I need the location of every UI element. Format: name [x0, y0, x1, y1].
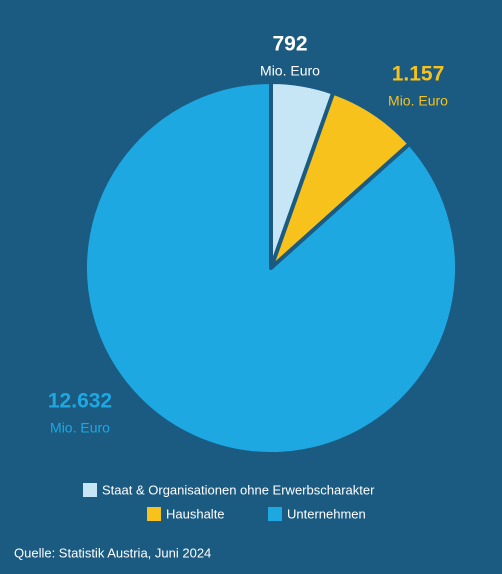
legend-label: Unternehmen [287, 506, 366, 521]
source: Quelle: Statistik Austria, Juni 2024 [14, 545, 211, 560]
value-label: 1.157 [392, 63, 445, 86]
unit-label: Mio. Euro [388, 93, 448, 109]
pie-slice [83, 80, 459, 456]
legend-swatch [268, 507, 282, 521]
value-label: 792 [272, 33, 307, 56]
value-label: 12.632 [48, 390, 112, 413]
legend-swatch [83, 483, 97, 497]
legend-label: Haushalte [166, 506, 225, 521]
legend-swatch [147, 507, 161, 521]
unit-label: Mio. Euro [50, 420, 110, 436]
legend-label: Staat & Organisationen ohne Erwerbschara… [102, 482, 375, 497]
unit-label: Mio. Euro [260, 63, 320, 79]
